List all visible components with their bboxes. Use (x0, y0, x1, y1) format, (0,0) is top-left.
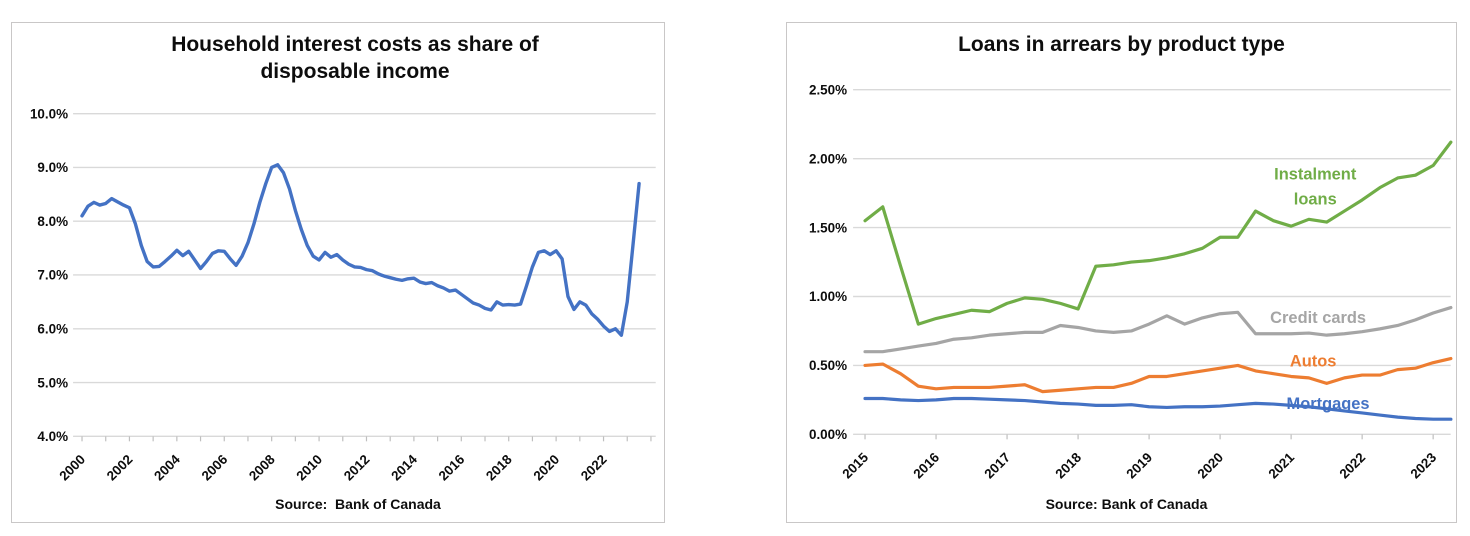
x-axis-label: 2019 (1123, 450, 1155, 482)
autos-label: Autos (1290, 352, 1337, 370)
x-axis-label: 2012 (341, 452, 373, 484)
x-axis-label: 2000 (56, 452, 88, 484)
x-axis-label: 2015 (839, 449, 871, 481)
x-axis-label: 2006 (199, 452, 231, 484)
series-line-autos (863, 356, 1453, 394)
series-line-mortgages (863, 396, 1453, 421)
series-line-credit-cards (863, 305, 1453, 354)
mortgages-label: Mortgages (1287, 395, 1370, 413)
x-axis-label: 2023 (1408, 450, 1440, 482)
y-axis-label: 5.0% (37, 375, 68, 390)
y-axis-label: 7.0% (37, 268, 68, 283)
y-axis-label: 10.0% (30, 106, 68, 121)
y-axis-label: 2.00% (809, 151, 847, 166)
x-axis-label: 2020 (1194, 450, 1226, 482)
y-axis-label: 9.0% (37, 160, 68, 175)
y-axis-label: 1.50% (809, 220, 847, 235)
y-axis-label: 2.50% (809, 82, 847, 97)
x-axis-label: 2018 (483, 451, 515, 483)
x-axis-label: 2016 (910, 450, 942, 482)
instalment-loans-label: Instalment loans (1274, 166, 1357, 209)
series-line-instalment-loans (863, 140, 1453, 326)
y-axis-label: 0.00% (809, 427, 847, 442)
x-axis-label: 2014 (388, 451, 420, 483)
y-axis-label: 8.0% (37, 214, 68, 229)
x-axis-label: 2018 (1052, 449, 1084, 481)
household-interest-plot: 4.0% 5.0% 6.0% 7.0% 8.0% 9.0% 10.0% 2000 2002 200… (30, 106, 656, 484)
loans-in-arrears-plot: 0.00% 0.50% 1.00% 1.50% 2.00% 2.50% 2015 2016 20… (809, 82, 1453, 482)
y-axis-label: 0.50% (809, 358, 847, 373)
chart-title: Household interest costs as share of dis… (171, 33, 539, 83)
x-axis-label: 2021 (1265, 449, 1297, 481)
x-axis-label: 2020 (530, 452, 562, 484)
source-label: Source: Bank of Canada (1045, 496, 1208, 512)
x-axis-label: 2004 (151, 451, 183, 483)
chart-loans-in-arrears: 0.00% 0.50% 1.00% 1.50% 2.00% 2.50% 2015 2016 20… (786, 22, 1457, 523)
chart-household-interest-costs: 4.0% 5.0% 6.0% 7.0% 8.0% 9.0% 10.0% 2000 2002 200… (11, 22, 665, 523)
x-axis-label: 2022 (578, 452, 610, 484)
series-line-household-interest-costs (80, 163, 641, 337)
x-axis-label: 2008 (246, 451, 278, 483)
y-axis-label: 1.00% (809, 289, 847, 304)
x-axis-label: 2022 (1336, 450, 1368, 482)
x-axis-label: 2002 (104, 452, 136, 484)
y-axis-label: 6.0% (37, 321, 68, 336)
x-axis-label: 2010 (293, 452, 325, 484)
y-axis-label: 4.0% (37, 429, 68, 444)
x-axis-label: 2017 (981, 450, 1013, 482)
chart-title: Loans in arrears by product type (958, 33, 1285, 56)
credit-cards-label: Credit cards (1270, 309, 1366, 327)
x-axis-label: 2016 (436, 452, 468, 484)
source-label: Source: Bank of Canada (275, 496, 441, 512)
